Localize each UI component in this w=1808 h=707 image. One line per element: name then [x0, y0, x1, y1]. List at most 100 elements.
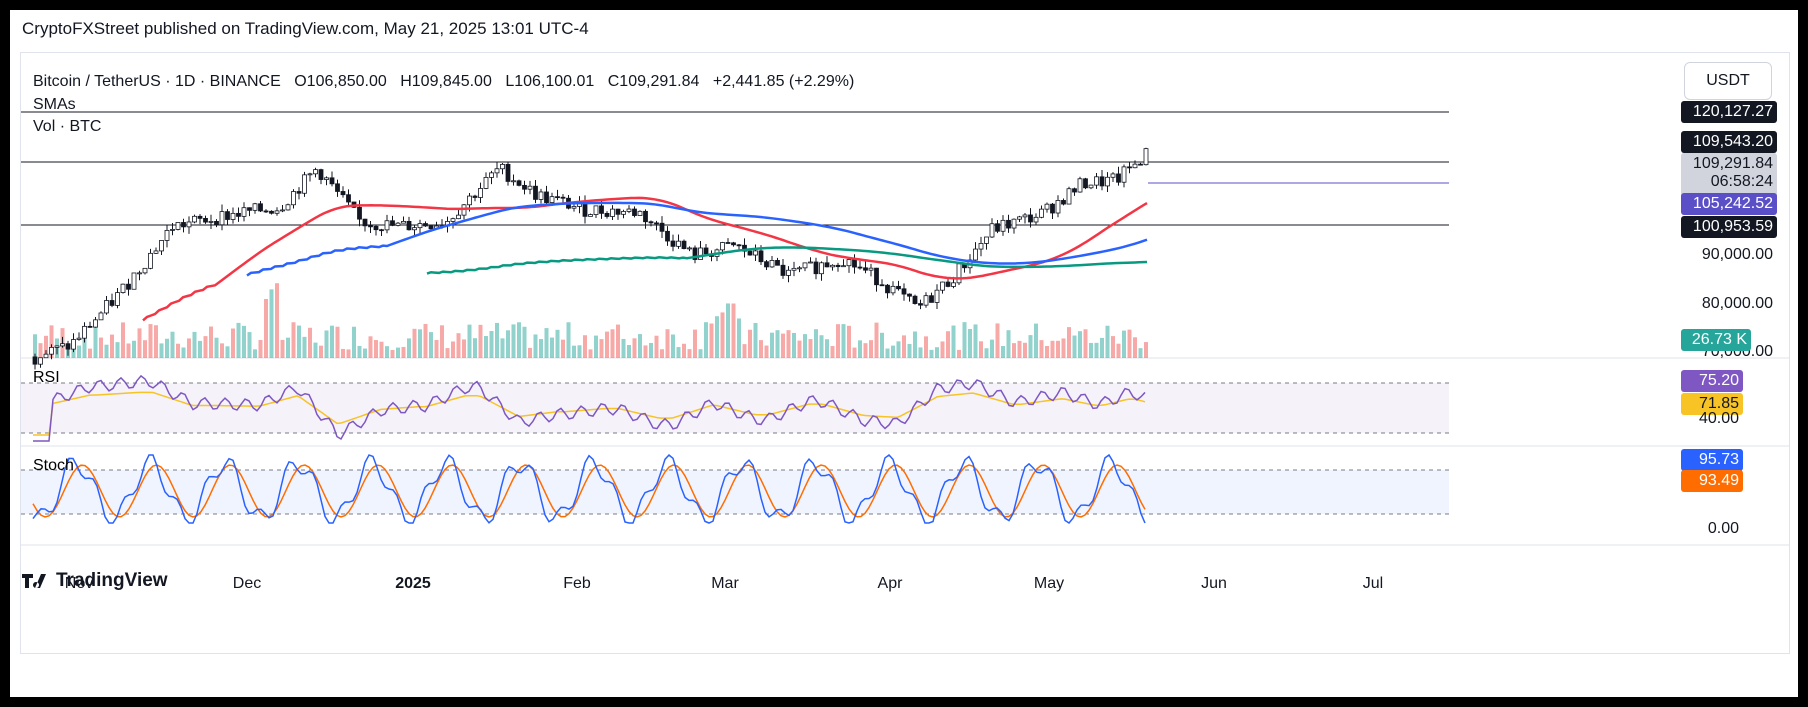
candle-body — [775, 260, 780, 266]
volume-bar — [1028, 335, 1033, 358]
volume-bar — [522, 326, 527, 358]
candle-body — [835, 264, 841, 268]
candle-body — [417, 223, 423, 229]
volume-bar — [467, 324, 472, 358]
candle-body — [1017, 216, 1022, 220]
bar-timer: 06:58:24 — [1710, 173, 1773, 190]
candle-body — [791, 267, 797, 271]
volume-bar — [330, 325, 334, 358]
volume-bar — [165, 338, 169, 358]
volume-bar — [319, 345, 323, 358]
candle-body — [978, 243, 984, 250]
candle-body — [483, 176, 489, 189]
candle-body — [500, 163, 505, 170]
volume-bar — [38, 343, 43, 358]
candle-body — [1028, 214, 1033, 223]
stoch-pane-title[interactable]: Stoch — [33, 457, 74, 474]
candle-body — [252, 203, 258, 211]
candle-body — [401, 220, 406, 224]
candle-body — [1143, 148, 1149, 166]
candle-body — [126, 283, 131, 290]
volume-bar — [577, 345, 582, 358]
volume-bar — [203, 336, 208, 358]
candle-body — [588, 214, 593, 217]
volume-bar — [335, 326, 340, 358]
chart-canvas[interactable] — [21, 53, 1789, 653]
volume-bar — [709, 323, 714, 358]
volume-bar — [561, 339, 565, 358]
volume-bar — [1116, 343, 1121, 358]
volume-bar — [115, 342, 120, 358]
candle-body — [670, 240, 676, 247]
candle-body — [467, 195, 472, 206]
volume-legend[interactable]: Vol · BTC — [33, 118, 102, 135]
candle-body — [874, 267, 879, 286]
candle-body — [82, 325, 87, 339]
candle-body — [49, 347, 54, 355]
volume-bar — [616, 324, 620, 358]
symbol-label[interactable]: Bitcoin / TetherUS · 1D · BINANCE — [33, 73, 281, 90]
candle-body — [1044, 203, 1050, 210]
volume-bar — [242, 325, 246, 358]
volume-bar — [885, 348, 890, 358]
volume-bar — [269, 289, 274, 358]
close-value: C109,291.84 — [607, 73, 700, 90]
volume-bar — [286, 337, 290, 358]
candle-body — [852, 259, 857, 268]
candle-body — [395, 222, 401, 226]
candle-body — [868, 267, 874, 271]
volume-bar — [566, 322, 571, 358]
volume-bar — [940, 341, 945, 358]
candle-body — [1094, 176, 1099, 186]
volume-bar — [1072, 335, 1077, 358]
volume-bar — [313, 342, 318, 358]
volume-bar — [44, 335, 48, 358]
volume-bar — [308, 327, 312, 358]
candle-body — [1072, 188, 1077, 193]
sma-legend[interactable]: SMAs — [33, 96, 76, 113]
currency-button[interactable]: USDT — [1684, 62, 1772, 100]
candle-body — [956, 263, 962, 284]
volume-bar — [473, 338, 477, 358]
volume-bar — [979, 341, 983, 358]
volume-bar — [187, 338, 191, 358]
month-label-may: May — [1033, 575, 1065, 592]
volume-bar — [132, 340, 136, 358]
volume-bar — [918, 347, 923, 358]
volume-bar — [929, 349, 934, 358]
volume-bar — [1138, 348, 1143, 358]
volume-bar — [484, 336, 488, 358]
candle-body — [384, 220, 390, 231]
candle-body — [505, 163, 511, 182]
volume-bar — [693, 329, 697, 358]
volume-bar — [973, 324, 978, 358]
candle-body — [516, 180, 522, 186]
volume-bar — [935, 347, 939, 358]
rsi-pane-title[interactable]: RSI — [33, 369, 60, 386]
candle-body — [901, 288, 907, 295]
candle-body — [896, 285, 901, 290]
tradingview-logo[interactable]: TradingView — [22, 570, 168, 592]
volume-bar — [572, 345, 576, 358]
volume-bar — [957, 349, 961, 358]
candle-body — [197, 215, 203, 219]
volume-label: 26.73 K — [1681, 329, 1751, 351]
volume-bar — [720, 312, 725, 358]
candle-body — [164, 230, 170, 241]
volume-bar — [649, 342, 653, 358]
candle-body — [214, 220, 219, 226]
last-price-value: 109,291.84 — [1692, 155, 1773, 172]
volume-bar — [357, 345, 362, 358]
volume-bar — [863, 343, 868, 358]
candle-body — [318, 169, 324, 180]
candle-body — [929, 295, 934, 303]
candle-body — [698, 247, 703, 260]
candle-body — [819, 262, 824, 275]
candle-body — [296, 191, 302, 194]
chart-area[interactable]: Bitcoin / TetherUS · 1D · BINANCE O106,8… — [20, 52, 1790, 654]
candle-body — [1061, 200, 1066, 205]
volume-bar — [770, 332, 774, 358]
stoch-k-line — [32, 453, 1146, 524]
volume-bar — [605, 331, 609, 358]
volume-bar — [583, 335, 587, 358]
